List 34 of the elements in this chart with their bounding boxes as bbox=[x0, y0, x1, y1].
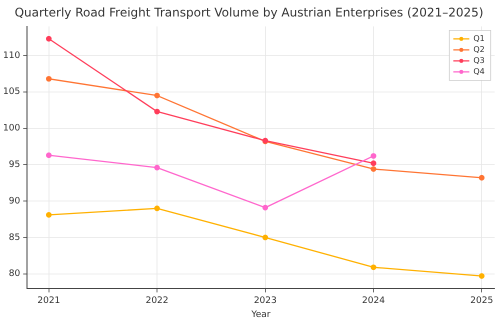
point bbox=[370, 160, 376, 166]
point bbox=[46, 76, 52, 82]
point bbox=[46, 212, 52, 218]
point bbox=[46, 36, 52, 42]
point bbox=[370, 153, 376, 159]
x-tick-label: 2021 bbox=[37, 296, 60, 306]
y-tick-label: 110 bbox=[2, 50, 20, 61]
y-tick-label: 100 bbox=[2, 124, 20, 134]
legend-label: Q4 bbox=[473, 66, 485, 76]
y-tick-label: 105 bbox=[2, 87, 20, 98]
x-axis-title: Year bbox=[250, 310, 271, 320]
x-tick-label: 2022 bbox=[146, 296, 168, 306]
point bbox=[478, 273, 485, 279]
point bbox=[478, 174, 485, 181]
x-tick-label: 2025 bbox=[470, 296, 494, 306]
y-tick-label: 80 bbox=[8, 269, 20, 280]
point bbox=[370, 166, 376, 172]
y-tick-label: 90 bbox=[8, 196, 20, 206]
point bbox=[262, 234, 268, 240]
x-tick-label: 2023 bbox=[254, 296, 277, 306]
y-tick-label: 85 bbox=[8, 232, 20, 243]
point bbox=[46, 152, 52, 158]
x-tick-label: 2024 bbox=[362, 296, 386, 306]
legend-label: Q1 bbox=[473, 34, 485, 43]
point bbox=[262, 204, 268, 210]
chart-title: Quarterly Road Freight Transport Volume by Austrian Enterprises (2021–2025) bbox=[14, 5, 484, 20]
point bbox=[154, 164, 160, 170]
legend-label: Q3 bbox=[473, 56, 485, 65]
point bbox=[154, 205, 160, 212]
point bbox=[154, 108, 160, 114]
legend-label: Q2 bbox=[473, 44, 485, 54]
y-tick-label: 95 bbox=[8, 160, 20, 170]
point bbox=[154, 92, 160, 98]
point bbox=[370, 264, 376, 270]
